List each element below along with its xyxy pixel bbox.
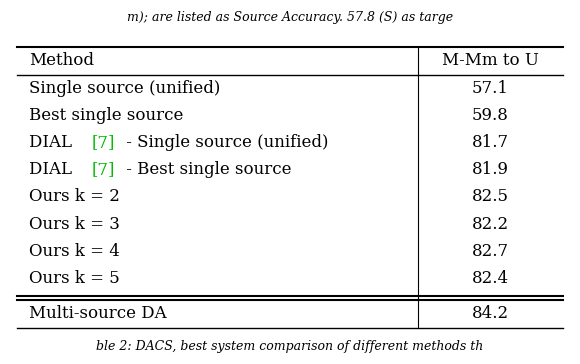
Text: DIAL: DIAL [29,134,77,151]
Text: - Single source (unified): - Single source (unified) [121,134,329,151]
Text: 82.7: 82.7 [472,243,509,260]
Text: DIAL: DIAL [29,161,77,178]
Text: Ours k = 4: Ours k = 4 [29,243,120,260]
Text: Best single source: Best single source [29,107,183,124]
Text: Method: Method [29,52,94,70]
Text: 81.9: 81.9 [472,161,509,178]
Text: Multi-source DA: Multi-source DA [29,305,166,323]
Text: 84.2: 84.2 [472,305,509,323]
Text: 82.2: 82.2 [472,216,509,233]
Text: 59.8: 59.8 [472,107,509,124]
Text: Ours k = 3: Ours k = 3 [29,216,120,233]
Text: [7]: [7] [91,134,115,151]
Text: M-Mm to U: M-Mm to U [441,52,539,70]
Text: Ours k = 5: Ours k = 5 [29,270,119,287]
Text: 57.1: 57.1 [472,80,509,96]
Text: Ours k = 2: Ours k = 2 [29,189,120,206]
Text: 82.5: 82.5 [472,189,509,206]
Text: 81.7: 81.7 [472,134,509,151]
Text: 82.4: 82.4 [472,270,509,287]
Text: m); are listed as Source Accuracy. 57.8 (S) as targe: m); are listed as Source Accuracy. 57.8 … [127,11,453,24]
Text: ble 2: DACS, best system comparison of different methods th: ble 2: DACS, best system comparison of d… [96,340,484,353]
Text: - Best single source: - Best single source [121,161,292,178]
Text: Single source (unified): Single source (unified) [29,80,220,96]
Text: [7]: [7] [91,161,115,178]
